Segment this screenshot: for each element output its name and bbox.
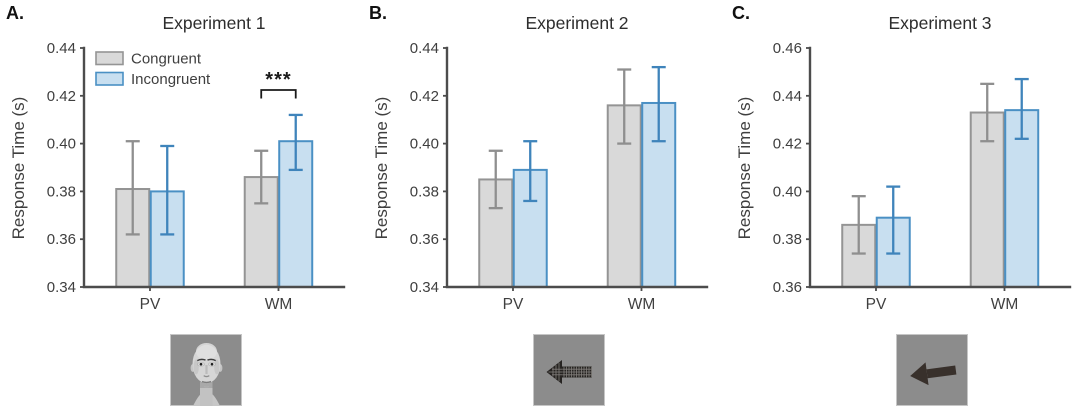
x-category-label: WM	[265, 296, 293, 313]
y-tick-label: 0.36	[773, 279, 802, 296]
legend-swatch-incongruent	[95, 71, 124, 86]
y-tick-label: 0.42	[773, 136, 802, 153]
chart-title-experiment-2: Experiment 2	[525, 13, 629, 33]
chart-title-experiment-3: Experiment 3	[888, 13, 992, 33]
face-icon	[170, 334, 242, 406]
y-tick-label: 0.46	[773, 40, 802, 57]
striped-arrow-texture	[548, 362, 592, 382]
stimulus-solid-arrow	[896, 334, 968, 406]
stimulus-striped-arrow	[533, 334, 605, 406]
y-tick-label: 0.40	[47, 136, 76, 153]
y-tick-label: 0.38	[47, 183, 76, 200]
y-tick-label: 0.34	[47, 279, 76, 296]
bar-chart-experiment-1: 0.34 0.36 0.38 0.40 0.42 0.44 PV WM Congruent Inc…	[47, 40, 346, 313]
striped-arrow-left-icon	[533, 334, 605, 406]
y-tick-label: 0.40	[410, 136, 439, 153]
x-category-label: PV	[866, 296, 887, 313]
y-tick-label: 0.42	[47, 88, 76, 105]
significance-bracket	[260, 89, 297, 99]
y-tick-label: 0.36	[47, 231, 76, 248]
y-tick-label: 0.38	[773, 231, 802, 248]
bar-chart-experiment-2: 0.34 0.36 0.38 0.40 0.42 0.44 PV WM	[410, 40, 709, 313]
legend-swatch-congruent	[95, 51, 124, 66]
panel-experiment-3: C. Experiment 3 Response Time (s) 0.36 0.…	[726, 0, 1089, 409]
significance-stars: ***	[265, 69, 291, 91]
y-tick-label: 0.38	[410, 183, 439, 200]
x-category-label: WM	[628, 296, 656, 313]
panel-letter-a: A.	[6, 3, 24, 23]
bar-chart-experiment-3: 0.36 0.38 0.40 0.42 0.44 0.46 PV WM	[773, 40, 1072, 313]
legend-label-incongruent: Incongruent	[131, 71, 211, 88]
panel-experiment-2: B. Experiment 2 Response Time (s) 0.34 0.…	[363, 0, 726, 409]
panel-experiment-1: A. Experiment 1 Response Time (s) 0.34 0.…	[0, 0, 363, 409]
stimulus-face	[170, 334, 242, 406]
panel-letter-c: C.	[732, 3, 750, 23]
y-tick-label: 0.42	[410, 88, 439, 105]
y-tick-label: 0.36	[410, 231, 439, 248]
y-tick-label: 0.34	[410, 279, 439, 296]
y-tick-label: 0.44	[410, 40, 439, 57]
chart-title-experiment-1: Experiment 1	[162, 13, 266, 33]
panel-letter-b: B.	[369, 3, 387, 23]
x-category-label: PV	[140, 296, 161, 313]
x-category-label: PV	[503, 296, 524, 313]
solid-arrow-left-icon	[896, 334, 968, 406]
y-tick-label: 0.44	[47, 40, 76, 57]
legend-label-congruent: Congruent	[131, 51, 202, 68]
x-category-label: WM	[991, 296, 1019, 313]
y-tick-label: 0.40	[773, 183, 802, 200]
y-tick-label: 0.44	[773, 88, 802, 105]
